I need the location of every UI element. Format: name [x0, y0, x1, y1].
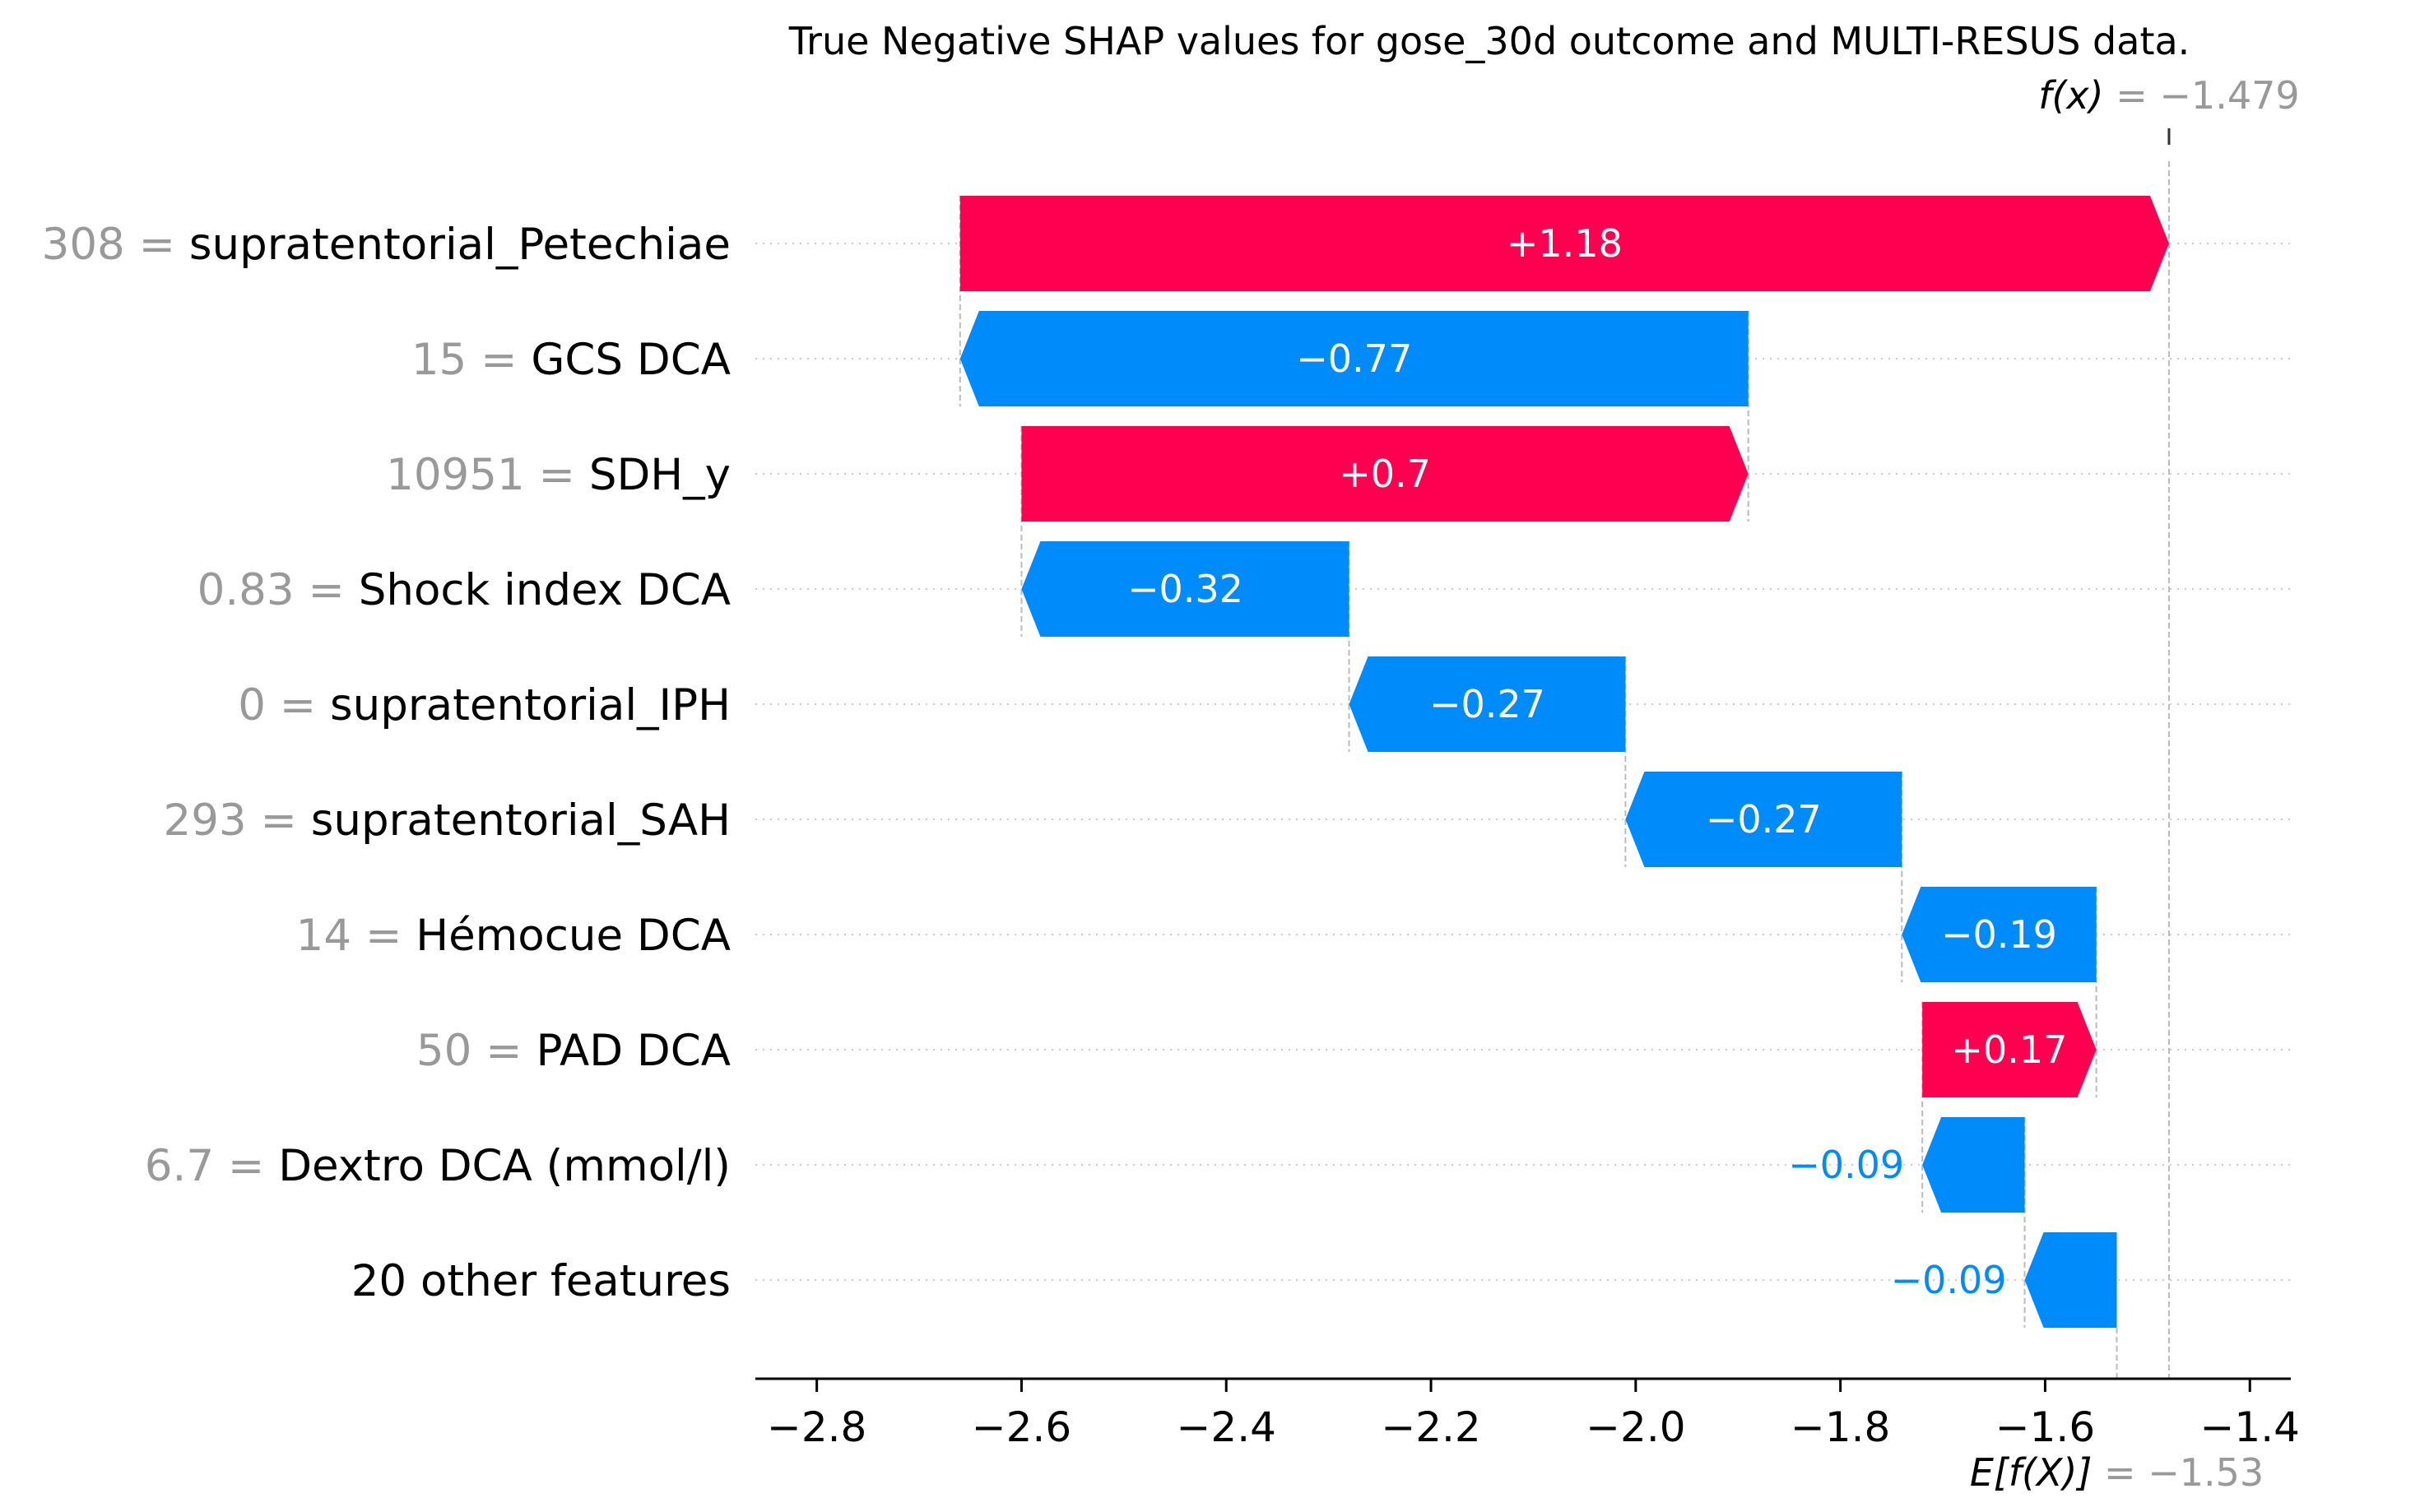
bar-value-label: −0.19 — [1941, 912, 2057, 957]
shap-bar — [1922, 1002, 2097, 1097]
feature-label: 14 = Hémocue DCA — [296, 911, 731, 961]
feature-label: 308 = supratentorial_Petechiae — [42, 220, 731, 270]
shap-bar — [1922, 1117, 2025, 1213]
shap-bar — [1021, 426, 1749, 522]
base-value-label: E[f(X)] = −1.53 — [1970, 1450, 2264, 1495]
feature-label: 50 = PAD DCA — [416, 1026, 731, 1076]
feature-label: 20 other features — [351, 1256, 731, 1306]
bar-value-label: +0.7 — [1339, 452, 1431, 496]
feature-value: 10951 = — [386, 450, 589, 500]
x-tick-label: −1.8 — [1791, 1403, 1890, 1451]
feature-value: 50 = — [416, 1026, 536, 1076]
feature-name: Dextro DCA (mmol/l) — [278, 1141, 731, 1191]
feature-name: Shock index DCA — [359, 565, 731, 615]
feature-name: 20 other features — [351, 1256, 731, 1306]
feature-name: supratentorial_Petechiae — [189, 220, 731, 270]
shap-bar — [1021, 541, 1349, 637]
feature-name: GCS DCA — [531, 335, 731, 385]
feature-name: PAD DCA — [536, 1026, 731, 1076]
feature-value: 308 = — [42, 220, 189, 270]
x-tick-label: −2.8 — [767, 1403, 866, 1451]
bar-value-label: −0.09 — [1788, 1143, 1904, 1187]
chart-title: True Negative SHAP values for gose_30d o… — [788, 19, 2190, 63]
shap-bar — [1349, 656, 1626, 752]
feature-value: 15 = — [411, 335, 532, 385]
output-label-prefix: f(x) — [2038, 73, 2103, 118]
feature-label: 15 = GCS DCA — [411, 335, 731, 385]
x-tick-label: −1.6 — [1995, 1403, 2095, 1451]
bar-value-label: +0.17 — [1951, 1027, 2067, 1072]
shap-bar — [1625, 772, 1902, 867]
base-label-value: = −1.53 — [2092, 1450, 2264, 1495]
base-label-prefix: E[f(X)] — [1970, 1450, 2093, 1495]
feature-name: supratentorial_SAH — [311, 795, 731, 846]
shap-bar — [959, 311, 1749, 406]
bar-value-label: −0.77 — [1296, 336, 1412, 381]
feature-label: 0 = supratentorial_IPH — [238, 680, 731, 730]
shap-bar — [2024, 1232, 2117, 1328]
feature-label: 0.83 = Shock index DCA — [197, 565, 731, 615]
feature-value: 0.83 = — [197, 565, 359, 615]
output-value-label: f(x) = −1.479 — [2038, 73, 2299, 118]
x-tick-label: −2.6 — [972, 1403, 1071, 1451]
feature-value: 14 = — [296, 911, 416, 961]
feature-label: 10951 = SDH_y — [386, 450, 731, 500]
feature-value: 0 = — [238, 680, 330, 730]
feature-label: 293 = supratentorial_SAH — [163, 795, 731, 846]
feature-value: 293 = — [163, 795, 310, 846]
bar-value-label: −0.27 — [1706, 797, 1822, 842]
bar-value-label: −0.27 — [1429, 682, 1545, 726]
shap-bar — [1902, 887, 2097, 982]
bar-value-label: −0.32 — [1127, 567, 1243, 611]
feature-name: supratentorial_IPH — [330, 680, 731, 730]
feature-label: 6.7 = Dextro DCA (mmol/l) — [145, 1141, 731, 1191]
x-tick-label: −1.4 — [2200, 1403, 2300, 1451]
bar-value-label: −0.09 — [1891, 1258, 2007, 1302]
x-tick-label: −2.0 — [1586, 1403, 1685, 1451]
x-tick-label: −2.4 — [1177, 1403, 1276, 1451]
feature-name: Hémocue DCA — [416, 911, 731, 961]
feature-value: 6.7 = — [145, 1141, 278, 1191]
shap-bar — [959, 196, 2169, 291]
bar-value-label: +1.18 — [1507, 221, 1623, 266]
feature-name: SDH_y — [589, 450, 731, 500]
x-tick-label: −2.2 — [1381, 1403, 1480, 1451]
output-label-value: = −1.479 — [2104, 73, 2300, 118]
